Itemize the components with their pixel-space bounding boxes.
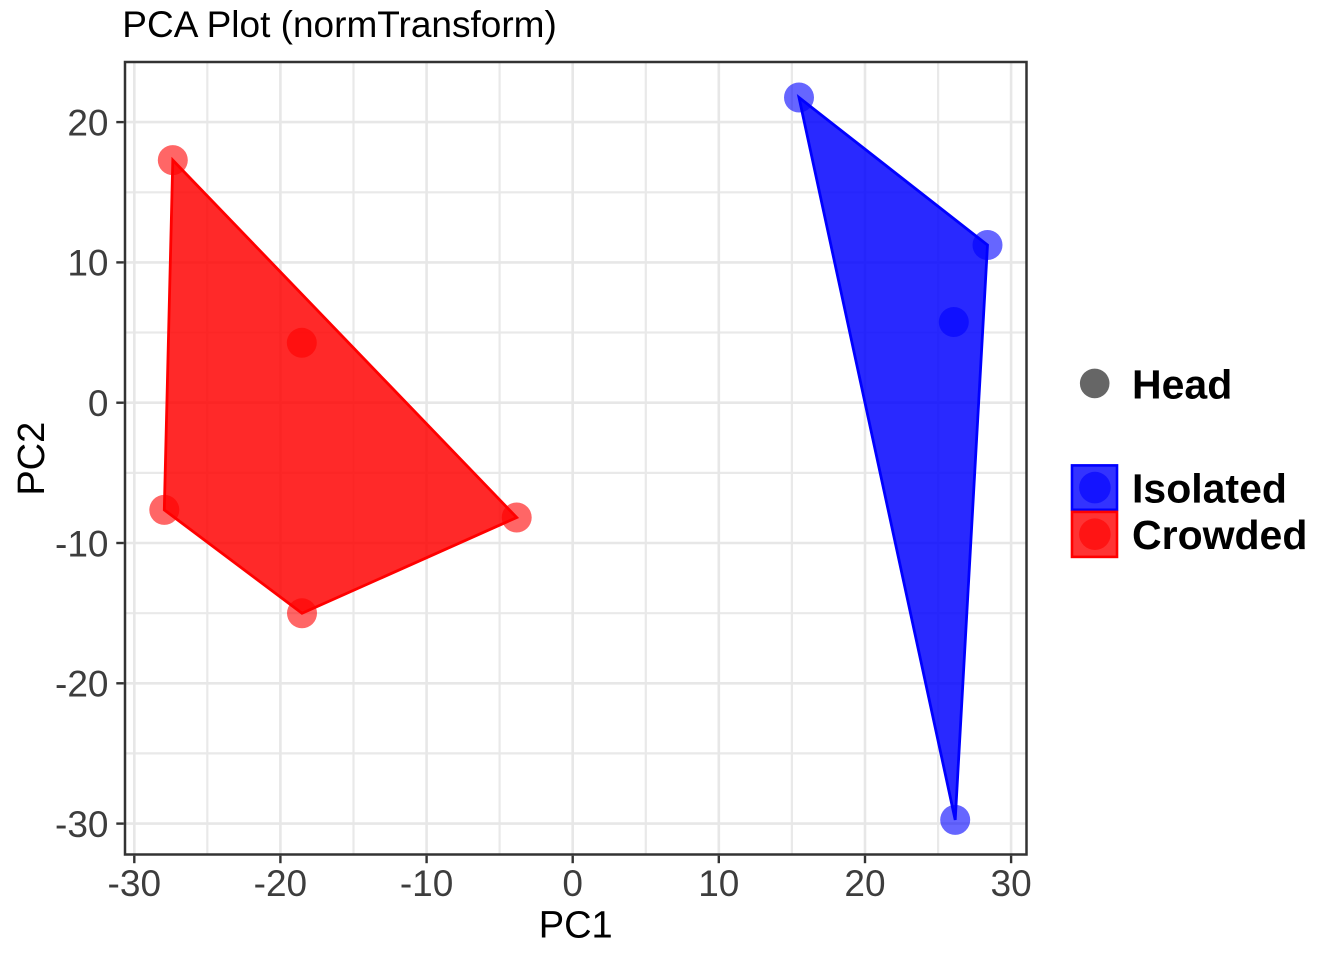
svg-text:PC2: PC2: [11, 422, 53, 496]
svg-text:Crowded: Crowded: [1132, 512, 1307, 558]
svg-text:0: 0: [88, 383, 109, 424]
svg-text:20: 20: [67, 102, 108, 143]
svg-text:PCA Plot (normTransform): PCA Plot (normTransform): [122, 4, 557, 45]
svg-text:20: 20: [844, 863, 885, 904]
svg-text:Isolated: Isolated: [1132, 466, 1287, 512]
svg-text:30: 30: [991, 863, 1032, 904]
svg-text:-30: -30: [108, 863, 161, 904]
svg-text:0: 0: [562, 863, 583, 904]
svg-text:-10: -10: [55, 523, 108, 564]
svg-text:10: 10: [67, 243, 108, 284]
svg-text:-10: -10: [400, 863, 453, 904]
svg-text:-30: -30: [55, 804, 108, 845]
svg-text:10: 10: [698, 863, 739, 904]
svg-text:-20: -20: [254, 863, 307, 904]
svg-text:-20: -20: [55, 664, 108, 705]
svg-text:Head: Head: [1132, 362, 1232, 408]
svg-text:PC1: PC1: [539, 905, 613, 947]
